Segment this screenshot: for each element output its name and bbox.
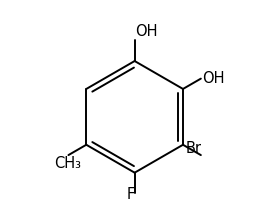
Text: CH₃: CH₃ bbox=[54, 156, 81, 171]
Text: Br: Br bbox=[186, 141, 202, 156]
Text: OH: OH bbox=[135, 24, 157, 39]
Text: OH: OH bbox=[202, 71, 224, 86]
Text: F: F bbox=[126, 187, 135, 202]
